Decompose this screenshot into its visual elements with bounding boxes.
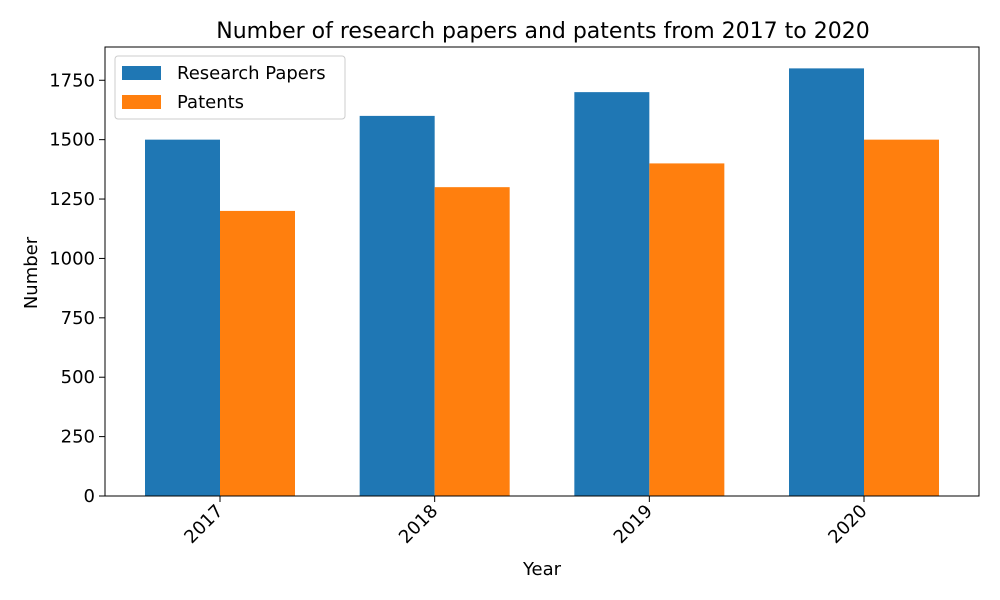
y-tick-label: 0 [84, 486, 95, 507]
y-tick-label: 1250 [49, 189, 95, 210]
y-tick-label: 1000 [49, 248, 95, 269]
y-axis-label: Number [21, 236, 42, 309]
x-tick-label: 2017 [180, 501, 227, 548]
x-tick-label: 2020 [824, 501, 871, 548]
plot-frame [104, 46, 980, 497]
legend: Research Papers Patents [114, 55, 346, 120]
legend-label-research-papers: Research Papers [177, 63, 326, 84]
legend-box [114, 55, 346, 120]
x-tick-label: 2019 [610, 501, 657, 548]
legend-swatch-patents [122, 95, 161, 109]
y-tick-label: 1750 [49, 70, 95, 91]
bar-research-papers-2019 [574, 92, 650, 496]
y-tick-label: 250 [61, 427, 95, 448]
legend-label-patents: Patents [177, 92, 244, 113]
y-tick-label: 750 [61, 308, 95, 329]
legend-swatch-research-papers [122, 66, 161, 80]
y-tick-label: 1500 [49, 130, 95, 151]
plot-area: 0 250 500 750 1000 1250 1500 1750 2017 2018 2019 20… [49, 46, 980, 548]
bar-patents-2018 [434, 187, 510, 497]
bar-patents-2019 [649, 163, 725, 496]
x-axis-label: Year [522, 559, 562, 580]
bar-research-papers-2017 [145, 139, 220, 496]
bar-patents-2017 [220, 210, 295, 496]
bar-research-papers-2020 [789, 68, 865, 496]
x-tick-label: 2018 [395, 501, 442, 548]
bar-research-papers-2018 [359, 115, 435, 497]
y-tick-label: 500 [61, 367, 95, 388]
chart-title: Number of research papers and patents fr… [216, 19, 869, 44]
bar-patents-2020 [864, 139, 940, 496]
